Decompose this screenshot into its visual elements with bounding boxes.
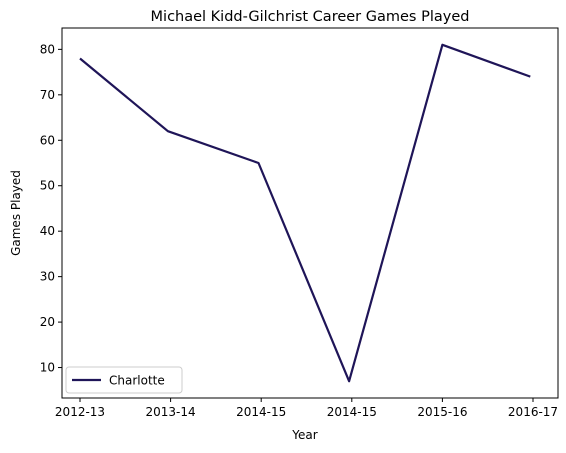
y-tick-label: 20 — [40, 315, 55, 329]
series-line-charlotte — [79, 43, 531, 383]
x-axis-label: Year — [291, 428, 317, 442]
x-tick-label: 2014-15 — [327, 405, 377, 419]
legend-label-charlotte: Charlotte — [109, 374, 165, 388]
y-tick-label: 80 — [40, 42, 55, 56]
x-tick-label: 2014-15 — [236, 405, 286, 419]
legend-frame — [65, 366, 183, 394]
y-tick-label: 70 — [40, 88, 55, 102]
y-axis-label: Games Played — [9, 170, 23, 256]
x-tick-label: 2013-14 — [146, 405, 196, 419]
y-tick-label: 30 — [40, 270, 55, 284]
y-axis-ticks: 10 20 30 40 50 60 70 80 — [40, 42, 62, 375]
y-tick-label: 10 — [40, 361, 55, 375]
chart-title: Michael Kidd-Gilchrist Career Games Play… — [151, 9, 470, 25]
series-layer — [79, 43, 531, 383]
y-tick-label: 50 — [40, 179, 55, 193]
x-axis-ticks: 2012-13 2013-14 2014-15 2014-15 2015-16 2016-… — [55, 398, 558, 419]
plot-area — [61, 27, 559, 399]
y-tick-label: 40 — [40, 224, 55, 238]
x-tick-label: 2012-13 — [55, 405, 105, 419]
x-tick-label: 2015-16 — [417, 405, 467, 419]
y-tick-label: 60 — [40, 133, 55, 147]
legend: Charlotte — [65, 366, 183, 394]
x-tick-label: 2016-17 — [508, 405, 558, 419]
